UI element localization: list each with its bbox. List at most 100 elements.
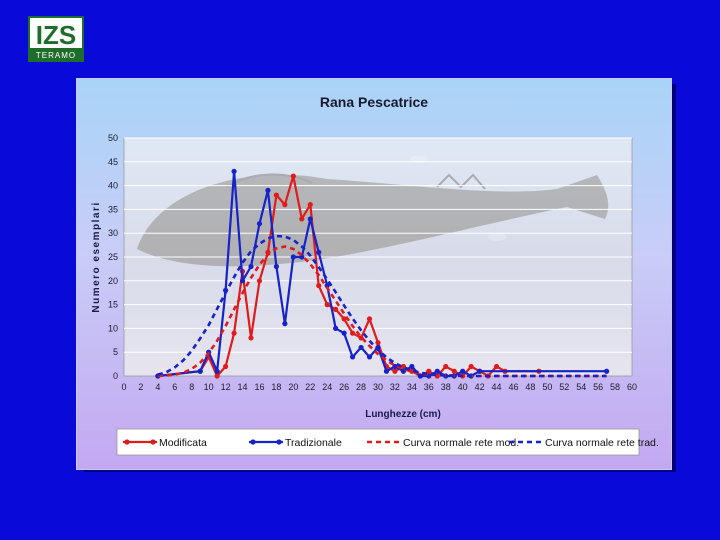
y-tick-25: 25 (108, 252, 118, 262)
logo-text: IZS (36, 20, 76, 50)
series-0-point (290, 173, 296, 179)
x-tick-40: 40 (458, 382, 468, 392)
legend-label-0: Modificata (159, 437, 207, 449)
series-0-point (468, 363, 474, 370)
x-tick-6: 6 (172, 382, 177, 392)
x-tick-4: 4 (155, 382, 160, 392)
series-0-point (324, 302, 330, 308)
x-tick-14: 14 (238, 382, 248, 392)
y-tick-30: 30 (108, 228, 118, 238)
x-axis-label: Lunghezze (cm) (365, 409, 441, 420)
x-tick-54: 54 (576, 382, 586, 392)
y-tick-40: 40 (108, 181, 118, 191)
legend-marker-0 (124, 439, 130, 445)
x-tick-16: 16 (254, 382, 264, 392)
series-1-point (324, 282, 330, 289)
chart-title: Rana Pescatrice (320, 94, 428, 110)
series-0-point (451, 368, 457, 374)
x-tick-32: 32 (390, 382, 400, 392)
x-tick-46: 46 (508, 382, 518, 392)
x-tick-52: 52 (559, 382, 569, 392)
series-1-point (273, 263, 279, 270)
series-0-point (231, 330, 237, 336)
x-tick-28: 28 (356, 382, 366, 392)
x-tick-2: 2 (138, 382, 143, 392)
y-tick-15: 15 (108, 300, 118, 310)
series-0-point (493, 363, 500, 370)
legend-marker-0 (150, 439, 156, 445)
y-tick-50: 50 (108, 133, 118, 143)
series-0-point (400, 363, 406, 370)
y-tick-5: 5 (113, 347, 118, 357)
series-0-point (282, 202, 288, 208)
series-1-point (290, 254, 296, 260)
series-1-point (265, 187, 271, 193)
series-1-point (197, 368, 203, 374)
legend-label-2: Curva normale rete mod. (403, 437, 519, 449)
series-0-point (316, 282, 322, 289)
series-0-point (350, 330, 356, 336)
x-tick-18: 18 (271, 382, 281, 392)
x-tick-34: 34 (407, 382, 417, 392)
izs-logo: IZS TERAMO (28, 16, 84, 62)
legend-item-1: Tradizionale (249, 437, 342, 449)
series-1-point (214, 368, 220, 374)
x-tick-30: 30 (373, 382, 383, 392)
x-tick-20: 20 (288, 382, 298, 392)
series-0-point (443, 363, 449, 370)
y-tick-45: 45 (108, 157, 118, 167)
series-1-point (248, 263, 254, 270)
series-1-point (231, 168, 237, 174)
x-tick-60: 60 (627, 382, 637, 392)
x-tick-48: 48 (525, 382, 535, 392)
x-tick-24: 24 (322, 382, 332, 392)
series-1-point (366, 354, 373, 360)
y-tick-0: 0 (113, 371, 118, 381)
series-1-point (383, 368, 390, 374)
series-0-point (273, 192, 279, 198)
series-1-point (316, 249, 322, 255)
series-3-line (157, 234, 607, 378)
series-1-point (409, 363, 415, 370)
y-tick-20: 20 (108, 276, 118, 286)
legend-item-2: Curva normale rete mod. (367, 437, 519, 449)
legend-item-0: Modificata (123, 437, 207, 449)
series-0-point (426, 368, 432, 374)
series-1-point (350, 354, 356, 360)
series-1-point (256, 221, 263, 227)
series-3 (157, 234, 607, 378)
y-tick-10: 10 (108, 323, 118, 333)
series-1-point (358, 344, 364, 351)
x-tick-38: 38 (441, 382, 451, 392)
series-1-point (282, 321, 288, 327)
series-1-point (400, 368, 406, 374)
logo-subtext: TERAMO (36, 51, 76, 60)
x-tick-22: 22 (305, 382, 315, 392)
legend-label-3: Curva normale rete trad. (545, 437, 659, 449)
series-0-point (223, 363, 229, 370)
series-0-point (214, 373, 220, 379)
series-1-point (460, 368, 466, 374)
series-1-point (341, 330, 347, 336)
series-1-point (333, 325, 339, 331)
series-1-point (604, 368, 610, 374)
series-layer (155, 168, 610, 379)
series-0-point (299, 216, 305, 222)
x-tick-labels: 0 2 4 6 8 10 12 14 16 18 20 22 24 26 28 30 32 34 36 38 40 42 4… (121, 382, 637, 392)
series-0-point (333, 306, 339, 312)
legend-items: Modificata Tradizionale Curva normale rete… (123, 437, 659, 449)
y-tick-35: 35 (108, 204, 118, 214)
series-0-point (248, 335, 254, 341)
y-axis-label: Numero esemplari (91, 201, 102, 312)
series-0 (155, 173, 542, 379)
legend-marker-1 (276, 439, 282, 445)
series-0-point (307, 202, 313, 208)
x-tick-26: 26 (339, 382, 349, 392)
legend-marker-1 (250, 439, 256, 445)
series-1-point (477, 368, 483, 374)
y-tick-labels: 0 5 10 15 20 25 30 35 40 45 50 (108, 133, 118, 381)
x-tick-36: 36 (424, 382, 434, 392)
series-0-point (375, 340, 381, 346)
